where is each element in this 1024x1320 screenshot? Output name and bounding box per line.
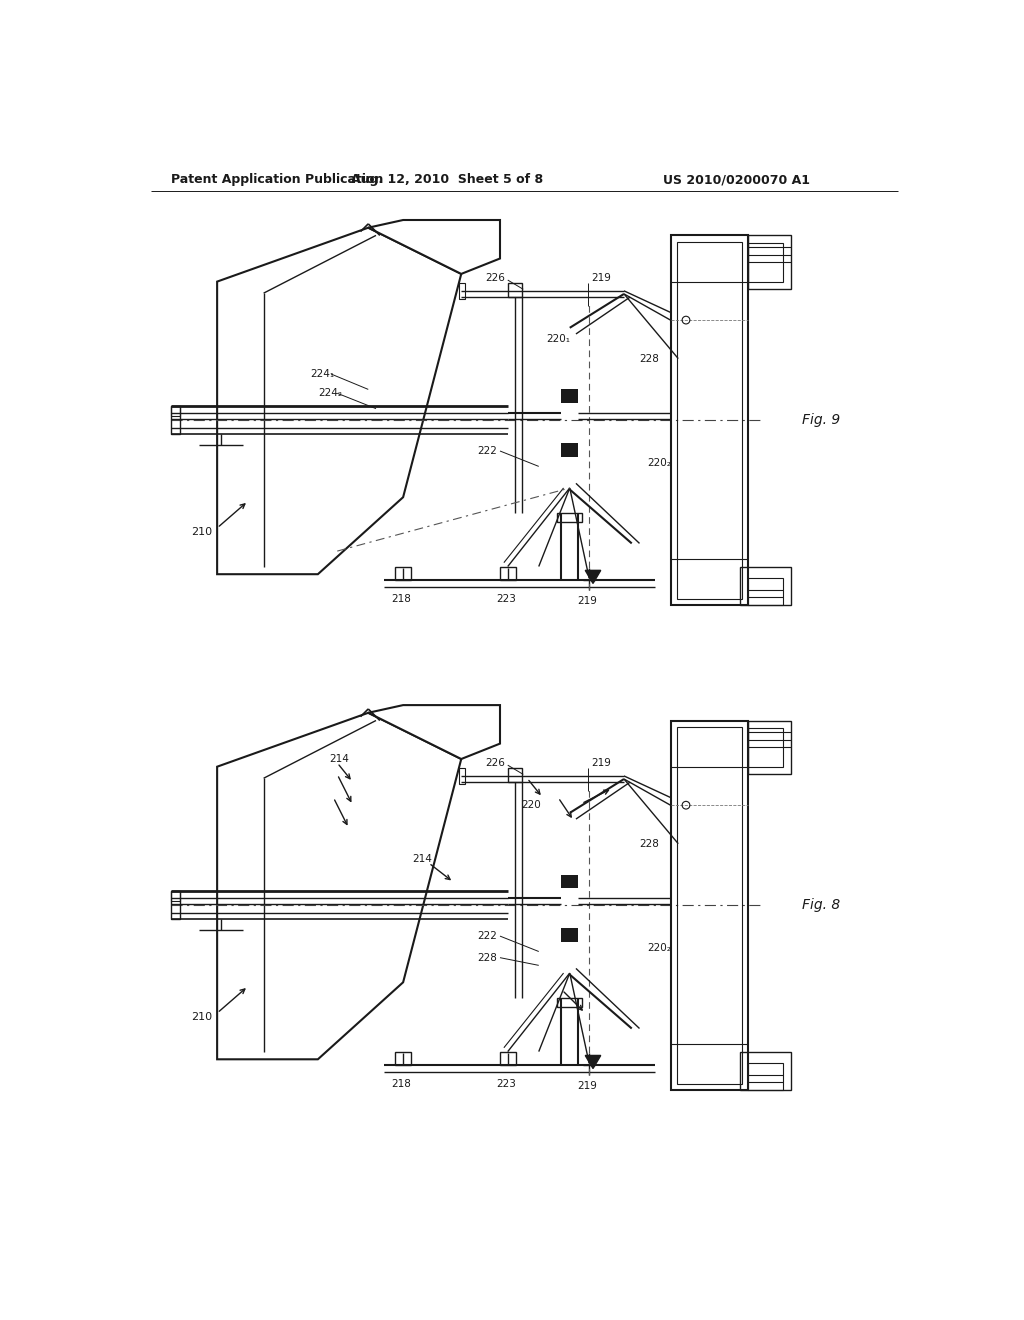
Text: US 2010/0200070 A1: US 2010/0200070 A1 <box>663 173 810 186</box>
Text: 228: 228 <box>640 354 659 363</box>
Bar <box>508 768 521 781</box>
Text: 219: 219 <box>592 273 611 282</box>
Bar <box>171 891 180 902</box>
Bar <box>395 566 411 581</box>
Bar <box>748 1063 783 1090</box>
Bar <box>748 578 783 605</box>
Bar <box>671 235 748 605</box>
Text: 218: 218 <box>391 594 412 603</box>
Bar <box>748 729 783 767</box>
Bar <box>171 407 180 434</box>
Text: 210: 210 <box>191 527 212 537</box>
Text: 224₁: 224₁ <box>310 370 334 379</box>
Bar <box>740 566 791 605</box>
Bar <box>671 721 748 1090</box>
Text: Fig. 8: Fig. 8 <box>802 899 841 912</box>
Text: 226: 226 <box>485 273 506 282</box>
Text: 220₂: 220₂ <box>647 942 671 953</box>
Polygon shape <box>369 705 500 759</box>
Bar <box>677 242 741 599</box>
Text: 219: 219 <box>578 597 598 606</box>
Text: Patent Application Publication: Patent Application Publication <box>171 173 383 186</box>
Text: 223: 223 <box>497 594 516 603</box>
Bar <box>561 444 579 457</box>
Text: 220: 220 <box>521 800 541 810</box>
Bar <box>740 1052 791 1090</box>
Bar <box>171 405 180 416</box>
Bar <box>561 928 579 942</box>
Text: 219: 219 <box>592 758 611 768</box>
Bar <box>748 243 783 281</box>
Text: Fig. 9: Fig. 9 <box>802 413 841 428</box>
Text: 228: 228 <box>477 953 497 962</box>
Bar <box>395 1052 411 1065</box>
Polygon shape <box>217 227 461 574</box>
Text: 214: 214 <box>413 854 432 865</box>
Text: 222: 222 <box>477 931 497 941</box>
Bar <box>748 235 791 289</box>
Text: 214: 214 <box>330 754 349 764</box>
Bar <box>459 284 465 298</box>
Bar <box>500 1052 515 1065</box>
Text: 218: 218 <box>391 1078 412 1089</box>
Text: 222: 222 <box>477 446 497 455</box>
Bar <box>171 891 180 919</box>
Text: 220₂: 220₂ <box>647 458 671 467</box>
Text: 223: 223 <box>497 1078 516 1089</box>
Text: 228: 228 <box>640 838 659 849</box>
Bar <box>748 721 791 775</box>
Bar <box>561 875 579 888</box>
Text: 226: 226 <box>485 758 506 768</box>
Polygon shape <box>369 220 500 275</box>
Polygon shape <box>217 713 461 1059</box>
Bar <box>508 284 521 297</box>
Bar <box>557 998 583 1007</box>
Bar <box>677 726 741 1084</box>
Polygon shape <box>586 1056 601 1069</box>
Text: 219: 219 <box>578 1081 598 1092</box>
Polygon shape <box>586 570 601 583</box>
Text: 210: 210 <box>191 1012 212 1022</box>
Bar <box>500 566 515 581</box>
Bar <box>557 512 583 521</box>
Text: Aug. 12, 2010  Sheet 5 of 8: Aug. 12, 2010 Sheet 5 of 8 <box>351 173 544 186</box>
Text: 220₁: 220₁ <box>547 334 570 345</box>
Bar <box>561 389 579 404</box>
Text: 224₂: 224₂ <box>317 388 342 399</box>
Bar <box>459 768 465 784</box>
